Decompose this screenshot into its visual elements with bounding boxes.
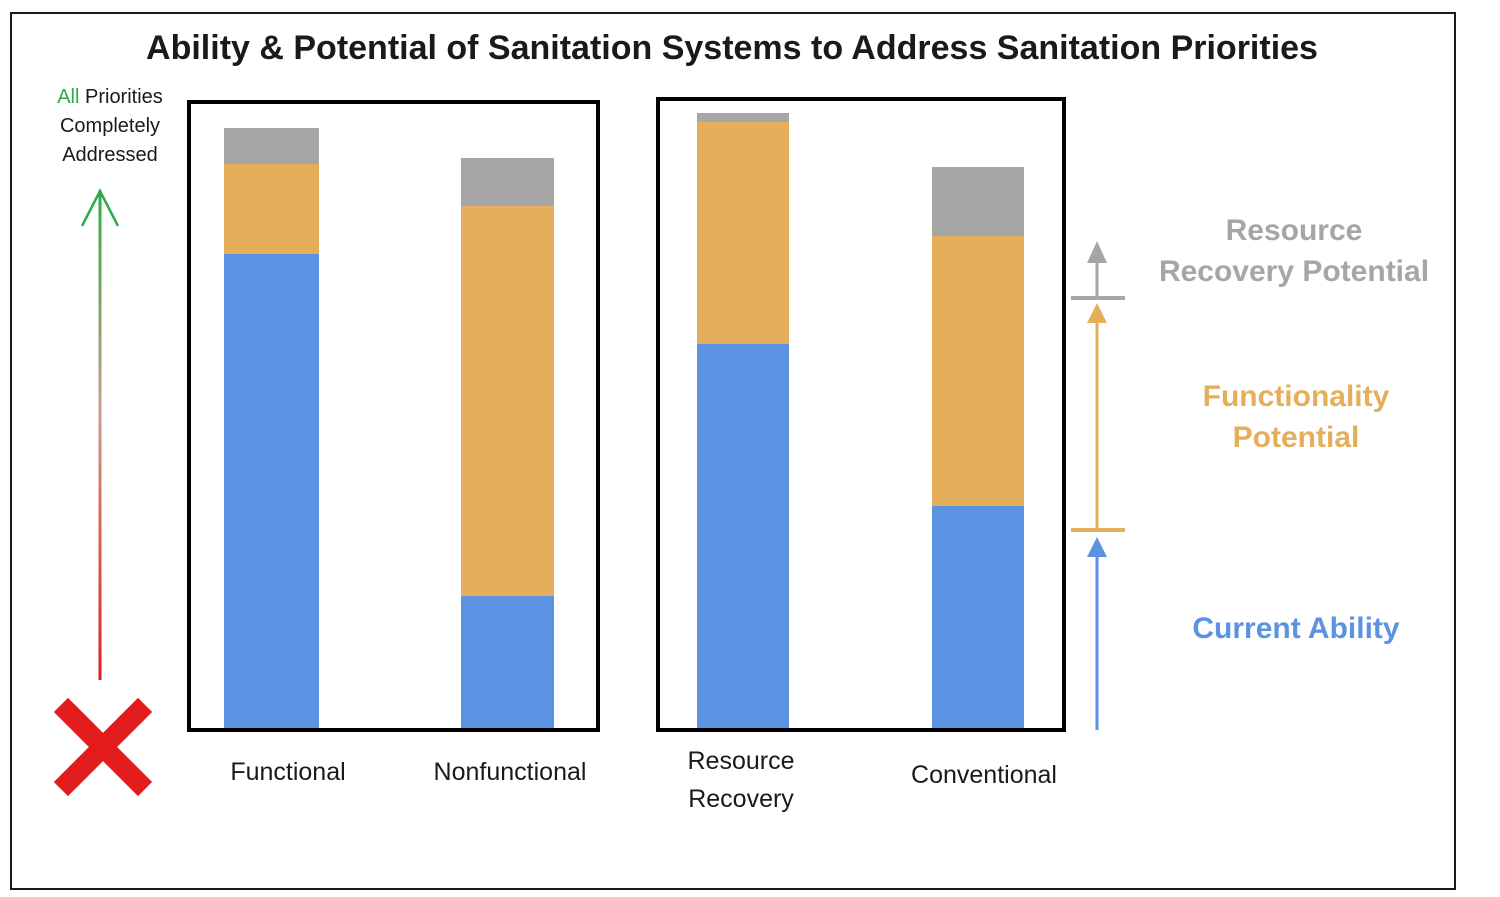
- bar-resource-recovery-recovery-potential: [697, 113, 789, 122]
- current-ability-arrow-icon: [1087, 537, 1107, 730]
- category-labels: Functional Nonfunctional Resource Recovery C…: [230, 747, 1057, 813]
- bar-resource-recovery-functionality-potential: [697, 122, 789, 344]
- group-box-2: [656, 97, 1066, 732]
- bars: [224, 113, 1024, 728]
- category-label-functional: Functional: [230, 758, 345, 786]
- chart-frame: [10, 12, 1456, 890]
- group-box-1: [187, 100, 600, 732]
- bar-conventional-recovery-potential: [932, 167, 1024, 236]
- y-label-priorities: Priorities: [79, 86, 162, 108]
- functionality-arrow-icon: [1087, 303, 1107, 530]
- green-arrow-up-icon: [80, 188, 120, 680]
- bar-functional-recovery-potential: [224, 128, 319, 164]
- bar-resource-recovery-current-ability: [697, 344, 789, 728]
- red-x-icon: [53, 697, 153, 797]
- y-label-completely: Completely: [60, 115, 160, 137]
- legend-recovery-line2: Recovery Potential: [1159, 255, 1429, 288]
- legend-current-ability: Current Ability: [1192, 612, 1400, 645]
- bar-conventional-current-ability: [932, 506, 1024, 728]
- legend-arrows: [1071, 241, 1125, 730]
- bar-functional-current-ability: [224, 254, 319, 728]
- y-label-all: All: [57, 86, 79, 108]
- recovery-arrow-icon: [1087, 241, 1107, 298]
- chart-title: Ability & Potential of Sanitation System…: [146, 29, 1318, 67]
- category-label-resource-recovery-line1: Resource: [688, 747, 795, 775]
- bar-functional-functionality-potential: [224, 164, 319, 254]
- y-label-top: All Priorities: [57, 86, 163, 108]
- legend-recovery-line1: Resource: [1226, 214, 1363, 247]
- bar-nonfunctional-current-ability: [461, 596, 554, 728]
- bar-conventional-functionality-potential: [932, 236, 1024, 506]
- category-label-conventional: Conventional: [911, 761, 1057, 789]
- category-label-resource-recovery-line2: Recovery: [688, 785, 794, 813]
- category-label-nonfunctional: Nonfunctional: [434, 758, 587, 786]
- legend-functionality-line2: Potential: [1233, 421, 1360, 454]
- y-label-addressed: Addressed: [62, 144, 158, 166]
- bar-nonfunctional-functionality-potential: [461, 206, 554, 596]
- legend-functionality-line1: Functionality: [1203, 380, 1390, 413]
- bar-nonfunctional-recovery-potential: [461, 158, 554, 206]
